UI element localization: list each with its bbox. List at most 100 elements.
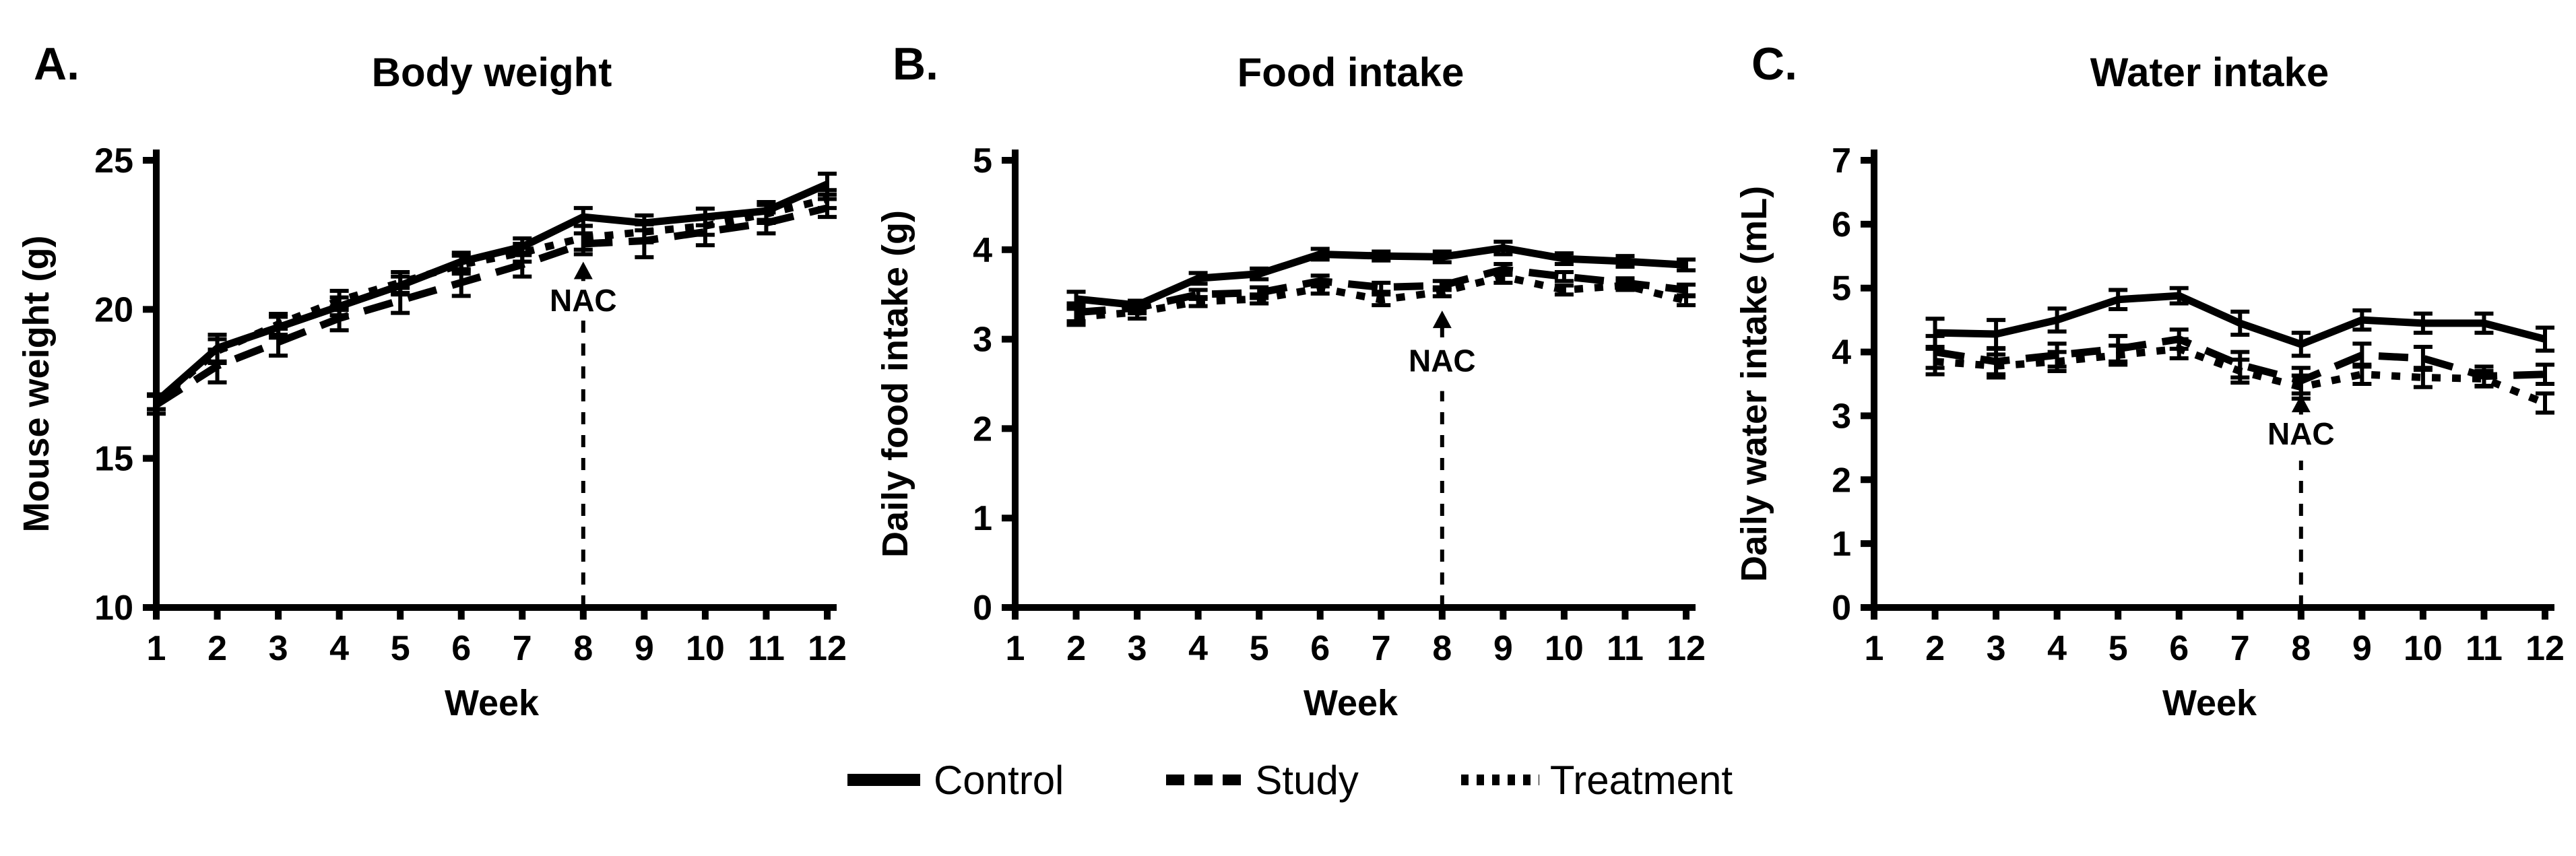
series-treatment-line xyxy=(154,195,829,405)
x-tick-label: 1 xyxy=(1865,629,1884,668)
series-control-line xyxy=(154,180,829,405)
x-tick-label: 3 xyxy=(1987,629,2006,668)
x-tick-label: 10 xyxy=(2404,629,2443,668)
x-tick-label: 3 xyxy=(269,629,288,668)
y-tick-label: 2 xyxy=(1832,461,1851,500)
x-tick-label: 7 xyxy=(2230,629,2250,668)
x-tick-label: 4 xyxy=(2047,629,2067,668)
legend-item-treatment: Treatment xyxy=(1460,757,1733,803)
y-tick-label: 4 xyxy=(973,231,992,270)
x-tick-label: 11 xyxy=(2466,629,2503,668)
y-tick-label: 5 xyxy=(1832,269,1851,308)
x-axis-label: Week xyxy=(1303,683,1398,723)
x-axis-label: Week xyxy=(445,683,540,723)
nac-arrow-head-icon xyxy=(1432,310,1452,329)
series-control-error-bars xyxy=(147,171,837,411)
nac-label: NAC xyxy=(550,283,617,318)
x-tick-label: 8 xyxy=(2291,629,2311,668)
y-tick-label: 5 xyxy=(973,141,992,180)
legend-label-treatment: Treatment xyxy=(1549,757,1733,803)
x-tick-label: 12 xyxy=(1667,629,1706,668)
x-tick-label: 3 xyxy=(1128,629,1147,668)
legend: Control Study Treatment xyxy=(0,726,2576,834)
legend-item-study: Study xyxy=(1165,757,1359,803)
y-tick-label: 10 xyxy=(94,589,133,628)
y-tick-label: 0 xyxy=(1832,589,1851,628)
panel-letter: A. xyxy=(34,38,79,90)
series-treatment-error-bars xyxy=(1066,268,1696,327)
axes xyxy=(1861,150,2554,620)
x-tick-label: 2 xyxy=(1066,629,1086,668)
x-tick-label: 12 xyxy=(808,629,847,668)
x-tick-label: 4 xyxy=(329,629,349,668)
x-tick-label: 6 xyxy=(2169,629,2189,668)
panel-letter: C. xyxy=(1751,38,1797,90)
x-tick-label: 6 xyxy=(1310,629,1330,668)
x-tick-label: 5 xyxy=(2108,629,2128,668)
x-tick-label: 11 xyxy=(1607,629,1644,668)
y-axis-label: Mouse weight (g) xyxy=(16,236,57,533)
nac-annotation: NAC xyxy=(1409,310,1476,607)
axes xyxy=(143,150,837,620)
legend-item-control: Control xyxy=(843,757,1064,803)
solid-line-sample-icon xyxy=(847,774,920,786)
y-axis-label: Daily food intake (g) xyxy=(875,210,915,558)
x-tick-label: 2 xyxy=(1925,629,1945,668)
dotted-line-sample-icon xyxy=(1460,775,1539,785)
series-study-line xyxy=(154,204,829,408)
axes xyxy=(1002,150,1696,620)
nac-label: NAC xyxy=(2267,416,2335,451)
y-tick-label: 3 xyxy=(1832,397,1851,436)
y-tick-label: 1 xyxy=(973,499,992,538)
nac-annotation: NAC xyxy=(2267,395,2335,607)
x-tick-label: 5 xyxy=(391,629,410,668)
panel-letter: B. xyxy=(893,38,938,90)
chart-title: Body weight xyxy=(372,50,612,95)
y-tick-label: 15 xyxy=(94,440,133,479)
nac-arrow-head-icon xyxy=(2291,395,2311,413)
x-tick-label: 2 xyxy=(207,629,227,668)
x-tick-label: 1 xyxy=(147,629,166,668)
y-tick-label: 2 xyxy=(973,409,992,449)
series-study-line xyxy=(1076,265,1687,317)
nac-label: NAC xyxy=(1409,343,1476,378)
x-tick-label: 8 xyxy=(1432,629,1452,668)
x-tick-label: 7 xyxy=(1372,629,1391,668)
x-tick-label: 1 xyxy=(1006,629,1025,668)
nac-annotation: NAC xyxy=(550,261,617,607)
y-tick-label: 25 xyxy=(94,141,133,180)
x-axis-label: Week xyxy=(2162,683,2257,723)
y-tick-label: 20 xyxy=(94,290,133,329)
dashed-line-sample-icon xyxy=(1166,775,1245,785)
x-tick-label: 11 xyxy=(748,629,785,668)
legend-label-control: Control xyxy=(933,757,1064,803)
x-tick-label: 9 xyxy=(2352,629,2372,668)
series-study-line xyxy=(1934,335,2546,385)
y-axis-label: Daily water intake (mL) xyxy=(1734,186,1774,582)
y-tick-label: 3 xyxy=(973,321,992,360)
y-tick-label: 6 xyxy=(1832,205,1851,244)
chart-title: Food intake xyxy=(1237,50,1464,95)
x-tick-label: 9 xyxy=(635,629,654,668)
series-control-error-bars xyxy=(1066,239,1696,312)
x-tick-label: 4 xyxy=(1188,629,1208,668)
nac-arrow-head-icon xyxy=(573,261,593,279)
x-tick-label: 6 xyxy=(451,629,471,668)
y-tick-label: 1 xyxy=(1832,525,1851,564)
x-tick-label: 8 xyxy=(573,629,593,668)
x-tick-label: 9 xyxy=(1493,629,1513,668)
x-tick-label: 12 xyxy=(2525,629,2565,668)
series-treatment-error-bars xyxy=(147,188,837,411)
panels-row: A. Body weight 10 15 20 25 1 2 3 4 5 6 7 8 9 10 11 12 Week… xyxy=(16,38,2565,723)
chart-title: Water intake xyxy=(2090,50,2329,95)
y-tick-label: 0 xyxy=(973,589,992,628)
series-treatment-error-bars xyxy=(1925,337,2554,415)
y-tick-label: 7 xyxy=(1832,141,1851,180)
y-tick-label: 4 xyxy=(1832,333,1851,372)
legend-label-study: Study xyxy=(1255,757,1359,803)
x-tick-label: 5 xyxy=(1250,629,1269,668)
